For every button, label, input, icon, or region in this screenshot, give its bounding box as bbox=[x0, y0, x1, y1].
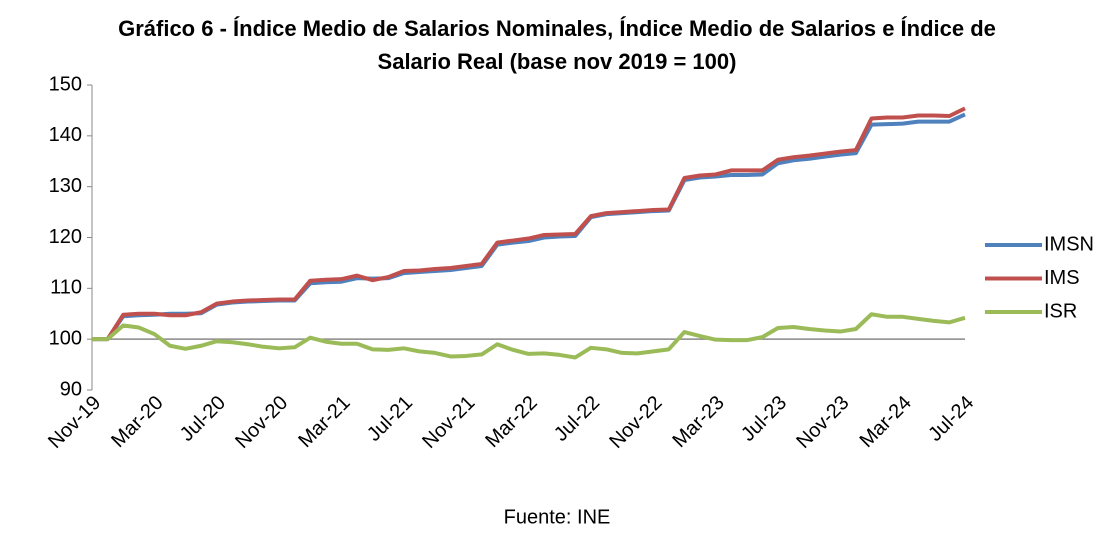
x-tick-label: Nov-23 bbox=[792, 392, 853, 453]
y-tick-label: 100 bbox=[49, 327, 82, 349]
source-note: Fuente: INE bbox=[504, 506, 611, 528]
y-tick-label: 120 bbox=[49, 226, 82, 248]
x-tick-label: Jul-22 bbox=[550, 392, 604, 446]
x-tick-label: Mar-23 bbox=[668, 392, 728, 452]
x-tick-label: Mar-20 bbox=[107, 392, 167, 452]
x-tick-label: Jul-21 bbox=[363, 392, 417, 446]
x-tick-label: Jul-24 bbox=[924, 392, 978, 446]
y-tick-label: 110 bbox=[50, 277, 82, 299]
x-tick-label: Nov-19 bbox=[44, 392, 105, 453]
x-tick-label: Nov-20 bbox=[231, 392, 292, 453]
y-tick-label: 150 bbox=[49, 73, 82, 95]
y-tick-label: 130 bbox=[49, 175, 82, 197]
x-tick-label: Mar-21 bbox=[294, 392, 354, 452]
x-tick-label: Mar-24 bbox=[856, 392, 916, 452]
x-tick-label: Jul-23 bbox=[737, 392, 791, 446]
legend-label: IMS bbox=[1044, 267, 1080, 289]
x-tick-label: Nov-22 bbox=[605, 392, 666, 453]
y-tick-label: 140 bbox=[49, 124, 82, 146]
x-tick-label: Mar-22 bbox=[481, 392, 541, 452]
series-line bbox=[92, 106, 966, 342]
x-tick-label: Nov-21 bbox=[418, 392, 479, 453]
legend-label: ISR bbox=[1044, 300, 1077, 322]
legend-label: IMSN bbox=[1044, 233, 1094, 255]
x-tick-label: Jul-20 bbox=[176, 392, 230, 446]
series-line bbox=[92, 112, 966, 342]
series-line bbox=[92, 312, 966, 360]
y-tick-label: 90 bbox=[60, 378, 82, 400]
chart-title: Gráfico 6 - Índice Medio de Salarios Nom… bbox=[118, 16, 996, 74]
